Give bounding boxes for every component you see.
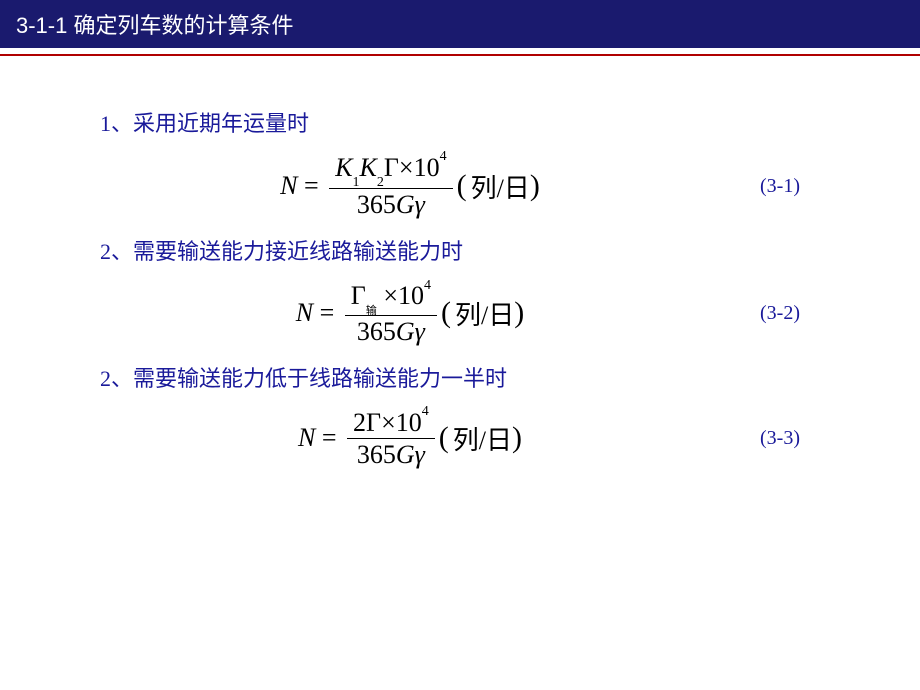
eq3-label: (3-3): [760, 427, 860, 450]
slide-header: 3-1-1 确定列车数的计算条件: [0, 0, 920, 48]
equation-1: N = K1K2Γ×104 365Gγ (列/日): [60, 152, 760, 220]
eq2-unit: 列/日: [455, 295, 514, 332]
eq1-lhs: N: [280, 171, 297, 201]
slide-content: 1、采用近期年运量时 N = K1K2Γ×104 365Gγ (列/日) (3-…: [0, 56, 920, 504]
equation-3: N = 2Γ×104 365Gγ (列/日): [60, 407, 760, 470]
eq1-fraction: K1K2Γ×104 365Gγ: [329, 152, 452, 220]
list-item-1: 1、采用近期年运量时: [100, 106, 860, 138]
eq3-fraction: 2Γ×104 365Gγ: [347, 407, 435, 470]
eq1-label: (3-1): [760, 175, 860, 198]
equation-row-2: N = Γ输 ×104 365Gγ (列/日) (3-2): [60, 280, 860, 347]
list-item-3: 2、需要输送能力低于线路输送能力一半时: [100, 361, 860, 393]
eq2-fraction: Γ输 ×104 365Gγ: [345, 280, 437, 347]
eq2-label: (3-2): [760, 302, 860, 325]
equation-row-1: N = K1K2Γ×104 365Gγ (列/日) (3-1): [60, 152, 860, 220]
equation-row-3: N = 2Γ×104 365Gγ (列/日) (3-3): [60, 407, 860, 470]
header-title: 3-1-1 确定列车数的计算条件: [16, 13, 293, 38]
eq3-lhs: N: [298, 423, 315, 453]
eq2-lhs: N: [296, 298, 313, 328]
equation-2: N = Γ输 ×104 365Gγ (列/日): [60, 280, 760, 347]
list-item-2: 2、需要输送能力接近线路输送能力时: [100, 234, 860, 266]
eq1-unit: 列/日: [471, 168, 530, 205]
eq3-unit: 列/日: [453, 420, 512, 457]
